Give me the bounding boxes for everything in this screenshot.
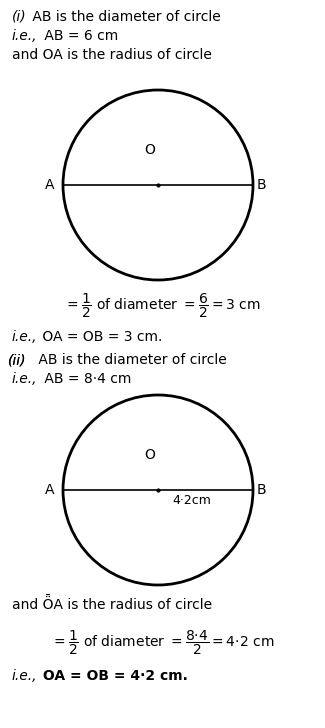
Text: B: B [257,178,266,192]
Text: OA = OB = 4·2 cm.: OA = OB = 4·2 cm. [38,669,188,683]
Text: (ii): (ii) [8,353,27,367]
Text: and OA is the radius of circle: and OA is the radius of circle [12,48,212,62]
Text: AB = 6 cm: AB = 6 cm [40,29,118,43]
Text: i.e.,: i.e., [12,330,37,344]
Text: AB is the diameter of circle: AB is the diameter of circle [34,353,227,367]
Text: (ii): (ii) [8,353,27,367]
Text: AB is the diameter of circle: AB is the diameter of circle [28,10,221,24]
Text: OA = OB = 3 cm.: OA = OB = 3 cm. [38,330,162,344]
Text: O: O [144,448,155,462]
Text: A: A [45,178,55,192]
Text: 4·2cm: 4·2cm [172,494,211,507]
Text: (i): (i) [12,10,27,24]
Text: AB = 8·4 cm: AB = 8·4 cm [40,372,131,386]
Text: $= \dfrac{1}{2}$ of diameter $= \dfrac{6}{2} = 3$ cm: $= \dfrac{1}{2}$ of diameter $= \dfrac{6… [64,292,261,320]
Text: B: B [257,483,266,497]
Text: i.e.,: i.e., [12,372,37,386]
Text: i.e.,: i.e., [12,669,37,683]
Text: $= \dfrac{1}{2}$ of diameter $= \dfrac{8{\cdot}4}{2} = 4{\cdot}2$ cm: $= \dfrac{1}{2}$ of diameter $= \dfrac{8… [51,629,274,657]
Text: and ȪA is the radius of circle: and ȪA is the radius of circle [12,597,212,612]
Text: O: O [144,143,155,157]
Text: i.e.,: i.e., [12,29,37,43]
Text: A: A [45,483,55,497]
